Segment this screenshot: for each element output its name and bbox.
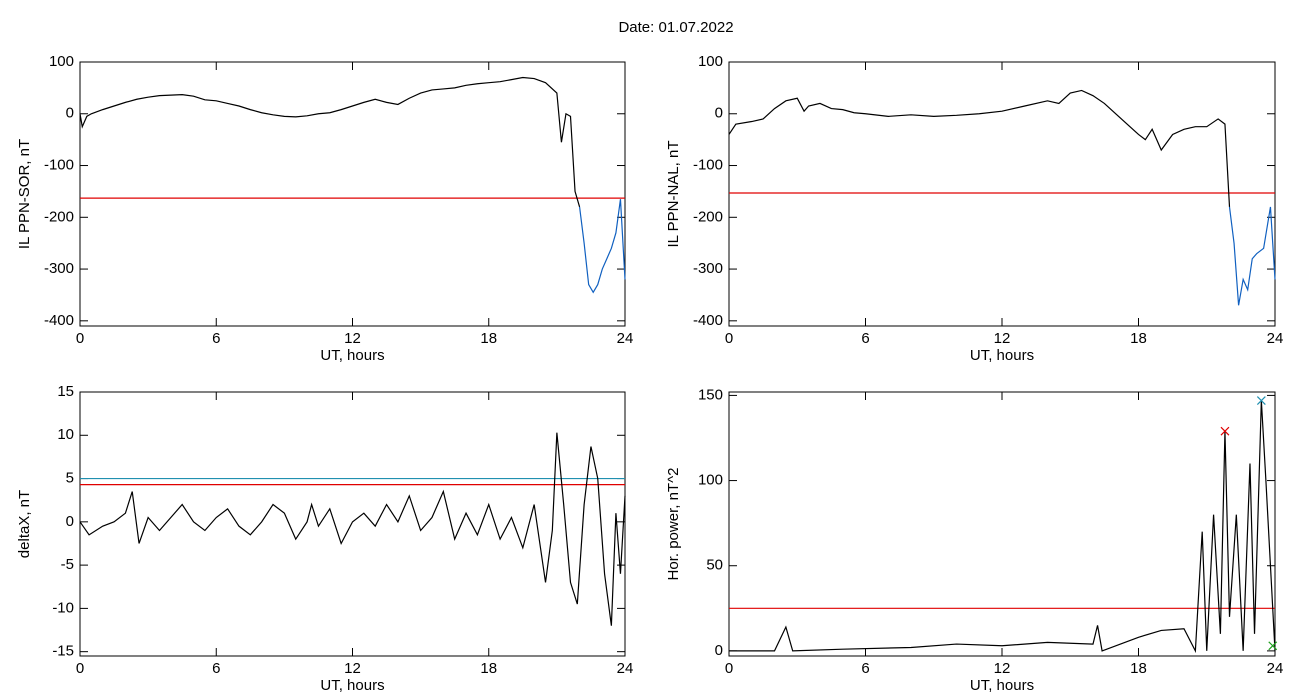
x-tick-label: 24	[1267, 330, 1284, 347]
plot-frame	[79, 61, 626, 327]
y-tick-label: -200	[693, 208, 723, 225]
x-tick-label: 18	[1130, 330, 1147, 347]
marker	[1220, 426, 1230, 436]
y-tick-label: -15	[52, 643, 74, 660]
data-line	[729, 400, 1276, 654]
plot-frame	[79, 391, 626, 657]
plot-frame	[728, 391, 1276, 657]
page-title: Date: 01.07.2022	[618, 19, 733, 36]
x-tick-label: 0	[725, 660, 733, 677]
marker	[1256, 396, 1266, 405]
x-tick-label: 12	[994, 660, 1011, 677]
y-tick-label: 0	[715, 642, 723, 659]
y-tick-label: -100	[44, 156, 74, 173]
y-tick-label: 0	[66, 513, 74, 530]
x-tick-label: 0	[725, 330, 733, 347]
x-tick-label: 18	[480, 660, 497, 677]
x-tick-label: 24	[1267, 660, 1284, 677]
x-tick-label: 6	[861, 660, 869, 677]
y-tick-label: 5	[66, 470, 74, 487]
x-tick-label: 24	[617, 330, 634, 347]
y-tick-label: 15	[57, 383, 74, 400]
x-axis-label: UT, hours	[320, 677, 384, 694]
data-line	[728, 89, 1231, 207]
y-axis-label: IL PPN-NAL, nT	[665, 141, 682, 248]
data-line	[79, 432, 626, 626]
y-tick-label: 0	[715, 105, 723, 122]
y-tick-label: -400	[693, 312, 723, 329]
x-tick-label: 18	[1130, 660, 1147, 677]
y-axis-label: deltaX, nT	[16, 490, 33, 558]
x-axis-label: UT, hours	[970, 347, 1034, 364]
data-line	[1228, 206, 1276, 306]
x-tick-label: 12	[344, 660, 361, 677]
y-axis-label: Hor. power, nT^2	[665, 468, 682, 581]
y-tick-label: -300	[693, 260, 723, 277]
y-tick-label: 100	[49, 53, 74, 70]
y-tick-label: -300	[44, 260, 74, 277]
y-tick-label: -400	[44, 312, 74, 329]
y-tick-label: 10	[57, 426, 74, 443]
x-axis-label: UT, hours	[970, 677, 1034, 694]
y-tick-label: 50	[706, 557, 723, 574]
x-tick-label: 24	[617, 660, 634, 677]
y-tick-label: -10	[52, 599, 74, 616]
y-tick-label: -5	[61, 556, 74, 573]
y-tick-label: -100	[693, 156, 723, 173]
x-tick-label: 6	[212, 330, 220, 347]
x-tick-label: 18	[480, 330, 497, 347]
x-tick-label: 12	[344, 330, 361, 347]
plot-frame	[728, 61, 1276, 327]
x-tick-label: 0	[76, 660, 84, 677]
data-line	[79, 76, 581, 208]
x-tick-label: 12	[994, 330, 1011, 347]
y-tick-label: 100	[698, 53, 723, 70]
y-tick-label: 0	[66, 105, 74, 122]
x-tick-label: 6	[861, 330, 869, 347]
y-tick-label: -200	[44, 208, 74, 225]
x-tick-label: 6	[212, 660, 220, 677]
y-tick-label: 150	[698, 386, 723, 403]
x-tick-label: 0	[76, 330, 84, 347]
data-line	[578, 199, 626, 294]
y-axis-label: IL PPN-SOR, nT	[16, 139, 33, 249]
x-axis-label: UT, hours	[320, 347, 384, 364]
marker	[1268, 641, 1278, 651]
y-tick-label: 100	[698, 472, 723, 489]
